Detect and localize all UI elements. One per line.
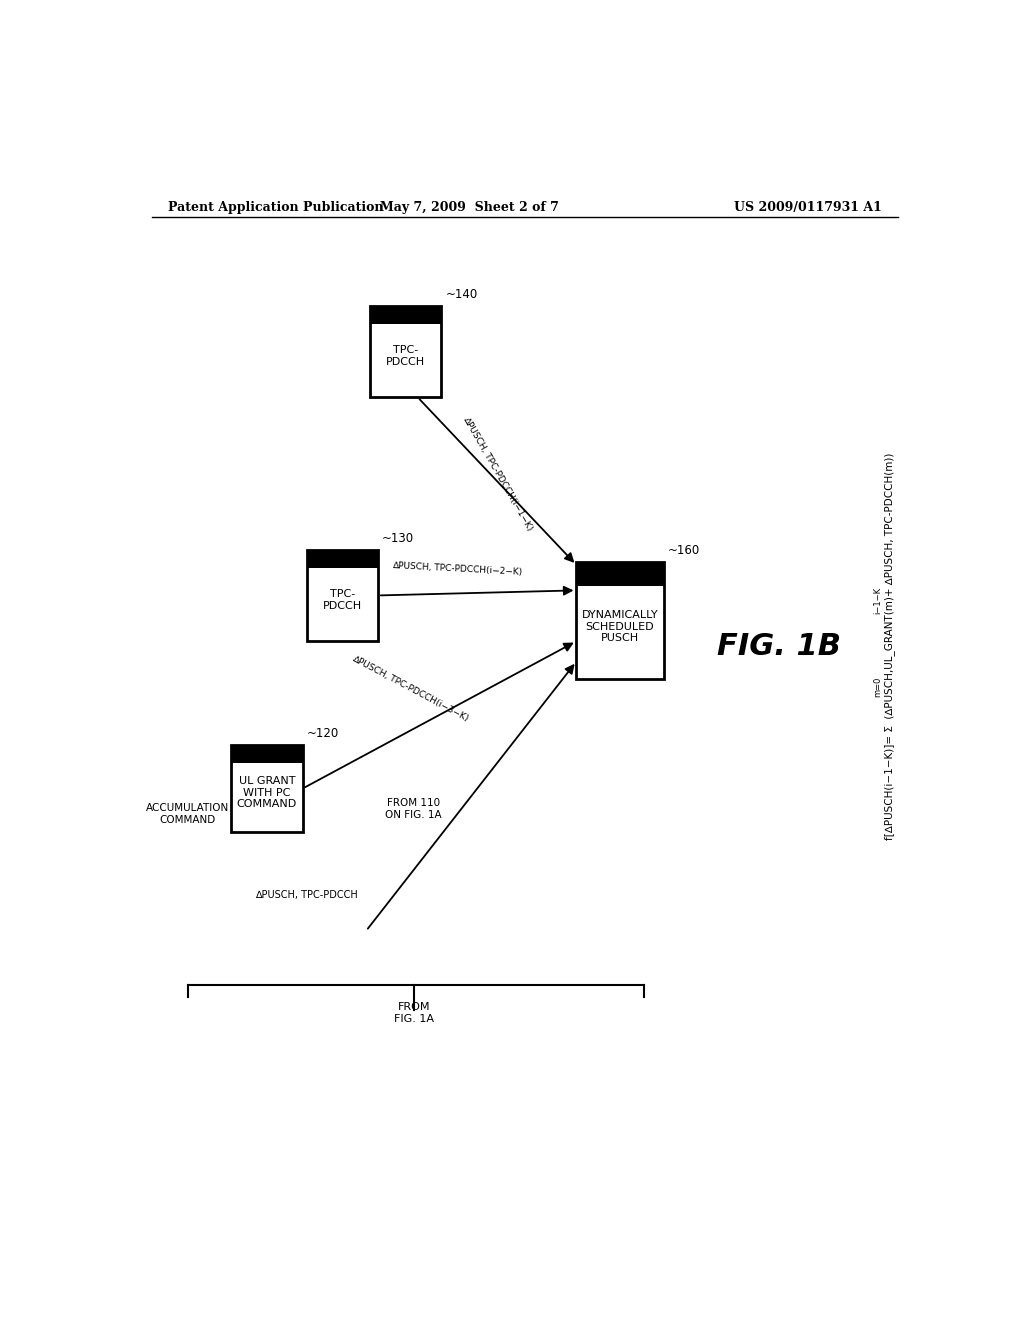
Bar xyxy=(577,562,664,586)
Text: f[∆PUSCH(i−1−K)]= Σ  (∆PUSCH,UL_GRANT(m)+ ∆PUSCH, TPC-PDCCH(m)): f[∆PUSCH(i−1−K)]= Σ (∆PUSCH,UL_GRANT(m)+… xyxy=(885,453,895,840)
Text: m=0: m=0 xyxy=(873,677,883,697)
Text: TPC-
PDCCH: TPC- PDCCH xyxy=(386,346,425,367)
Text: FROM
FIG. 1A: FROM FIG. 1A xyxy=(393,1002,434,1023)
Bar xyxy=(577,562,664,680)
Bar xyxy=(370,306,441,325)
Text: ∆PUSCH, TPC-PDCCH(i−3−K): ∆PUSCH, TPC-PDCCH(i−3−K) xyxy=(350,655,469,723)
Text: ∆PUSCH, TPC-PDCCH: ∆PUSCH, TPC-PDCCH xyxy=(255,890,358,900)
Bar xyxy=(370,306,441,397)
Text: TPC-
PDCCH: TPC- PDCCH xyxy=(323,589,361,611)
Bar xyxy=(306,549,378,568)
Text: ACCUMULATION
COMMAND: ACCUMULATION COMMAND xyxy=(145,803,229,825)
Text: ~160: ~160 xyxy=(668,544,699,557)
Text: DYNAMICALLY
SCHEDULED
PUSCH: DYNAMICALLY SCHEDULED PUSCH xyxy=(582,610,658,643)
Text: ~120: ~120 xyxy=(306,727,339,741)
Text: FROM 110
ON FIG. 1A: FROM 110 ON FIG. 1A xyxy=(385,799,442,820)
Text: i−1−K: i−1−K xyxy=(873,587,883,614)
Text: FIG. 1B: FIG. 1B xyxy=(717,632,841,661)
Text: ~130: ~130 xyxy=(382,532,414,545)
Bar xyxy=(306,549,378,642)
Text: Patent Application Publication: Patent Application Publication xyxy=(168,201,383,214)
Text: US 2009/0117931 A1: US 2009/0117931 A1 xyxy=(734,201,882,214)
Text: ~140: ~140 xyxy=(445,288,477,301)
Text: ∆PUSCH, TPC-PDCCH(i−2−K): ∆PUSCH, TPC-PDCCH(i−2−K) xyxy=(392,561,522,577)
Bar xyxy=(231,746,303,763)
Text: ∆PUSCH, TPC-PDCCH(i−1−K): ∆PUSCH, TPC-PDCCH(i−1−K) xyxy=(462,416,535,533)
Text: UL GRANT
WITH PC
COMMAND: UL GRANT WITH PC COMMAND xyxy=(237,776,297,809)
Text: May 7, 2009  Sheet 2 of 7: May 7, 2009 Sheet 2 of 7 xyxy=(380,201,559,214)
Bar xyxy=(231,746,303,832)
